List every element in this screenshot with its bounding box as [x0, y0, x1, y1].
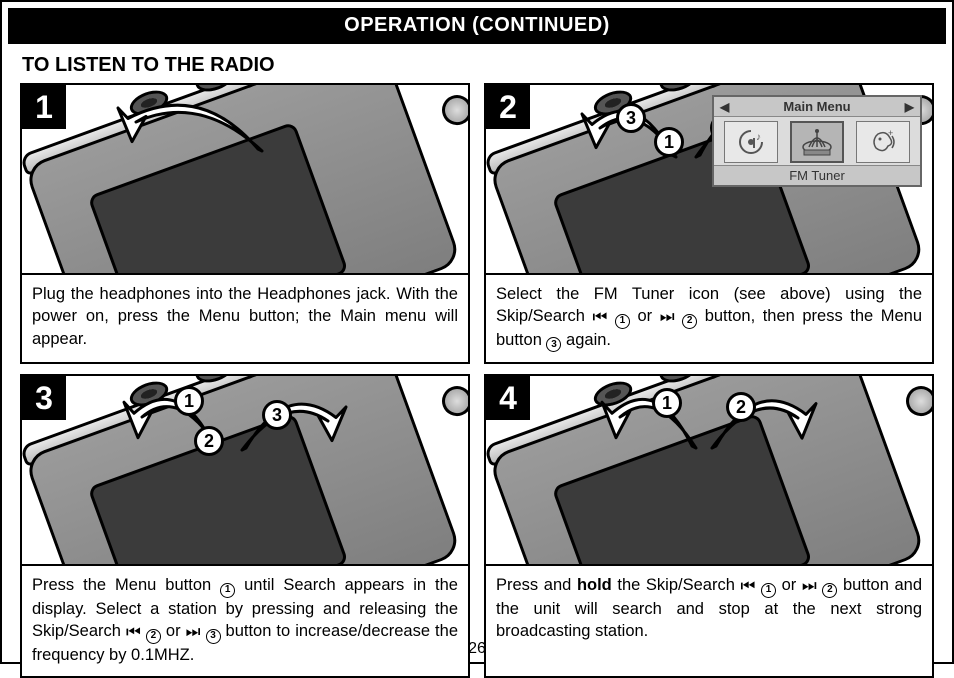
voice-icon: +: [856, 121, 910, 163]
fm-tuner-icon: [790, 121, 844, 163]
main-menu-inset: ◀ Main Menu ▶ ♪ + FM Tuner: [712, 95, 922, 187]
ref-circle-3: 3: [546, 337, 561, 352]
svg-text:♪: ♪: [756, 132, 761, 143]
step-image: 1: [22, 85, 468, 273]
title-bar: OPERATION (CONTINUED): [8, 8, 946, 44]
skip-back-icon: ⏮: [593, 306, 608, 328]
step-1: 1 Plug the headphones into the Headphone…: [20, 83, 470, 364]
step-caption: Plug the headphones into the Headphones …: [22, 273, 468, 360]
step-number-badge: 3: [22, 376, 66, 420]
step-image: 4 12: [486, 376, 932, 564]
ref-circle-1: 1: [615, 314, 630, 329]
arrow-icon: [232, 386, 352, 456]
menu-icons-row: ♪ +: [714, 117, 920, 165]
step-caption: Select the FM Tuner icon (see above) usi…: [486, 273, 932, 362]
ref-circle-2: 2: [682, 314, 697, 329]
nav-right-icon: ▶: [905, 100, 914, 114]
skip-forward-icon: ⏭: [802, 575, 817, 597]
step-3: 3 123Press the Menu button 1 until Searc…: [20, 374, 470, 678]
manual-page: OPERATION (CONTINUED) TO LISTEN TO THE R…: [0, 0, 954, 664]
ref-circle-1: 1: [220, 583, 235, 598]
steps-grid: 1 Plug the headphones into the Headphone…: [2, 83, 952, 678]
ref-circle-2: 2: [822, 583, 837, 598]
menu-title: Main Menu: [783, 99, 850, 114]
ref-circle-1: 1: [761, 583, 776, 598]
step-caption: Press the Menu button 1 until Search app…: [22, 564, 468, 676]
arrow-icon: [596, 380, 706, 454]
step-number-badge: 1: [22, 85, 66, 129]
menu-footer: FM Tuner: [714, 165, 920, 185]
step-image: 3 123: [22, 376, 468, 564]
section-heading: TO LISTEN TO THE RADIO: [2, 44, 952, 83]
step-number-badge: 4: [486, 376, 530, 420]
page-number: 26: [2, 640, 952, 658]
callout-circle-3: 3: [616, 103, 646, 133]
arrow-icon: [702, 382, 822, 454]
svg-text:+: +: [888, 128, 893, 138]
step-2: 2 ◀ Main Menu ▶ ♪ + FM Tuner 312Select t…: [484, 83, 934, 364]
skip-forward-icon: ⏭: [660, 306, 675, 328]
arrow-icon: [112, 87, 272, 157]
step-image: 2 ◀ Main Menu ▶ ♪ + FM Tuner 312: [486, 85, 932, 273]
skip-back-icon: ⏮: [741, 575, 756, 597]
menu-header: ◀ Main Menu ▶: [714, 97, 920, 117]
callout-circle-1: 1: [654, 127, 684, 157]
step-4: 4 12Press and hold the Skip/Search ⏮ 1 o…: [484, 374, 934, 678]
step-number-badge: 2: [486, 85, 530, 129]
nav-left-icon: ◀: [720, 100, 729, 114]
music-icon: ♪: [724, 121, 778, 163]
